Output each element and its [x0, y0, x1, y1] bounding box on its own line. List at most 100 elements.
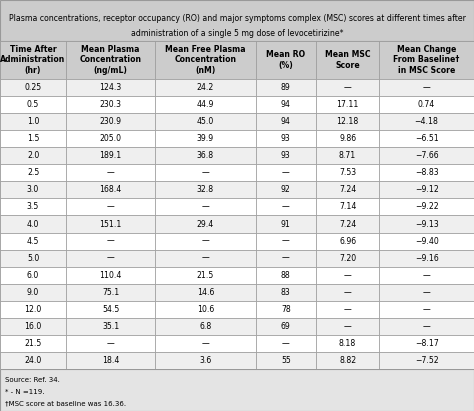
Bar [316, 130, 379, 147]
Bar [0, 79, 66, 96]
Text: 8.82: 8.82 [339, 356, 356, 365]
Text: −9.22: −9.22 [415, 203, 438, 211]
Text: 94: 94 [281, 117, 291, 126]
Bar [0, 130, 66, 147]
Text: 93: 93 [281, 151, 291, 160]
Bar [379, 352, 474, 369]
Bar [66, 215, 155, 233]
Bar [316, 164, 379, 181]
Bar [155, 181, 255, 199]
Bar [66, 301, 155, 318]
Text: —: — [344, 322, 352, 331]
Bar [316, 267, 379, 284]
Bar [255, 352, 316, 369]
Bar [255, 199, 316, 215]
Text: 0.25: 0.25 [25, 83, 42, 92]
Text: −4.18: −4.18 [415, 117, 438, 126]
Bar [66, 41, 155, 79]
Text: 12.0: 12.0 [25, 305, 42, 314]
Text: —: — [107, 339, 115, 348]
Text: −9.40: −9.40 [415, 237, 438, 245]
Bar [0, 113, 66, 130]
Bar [255, 284, 316, 301]
Bar [0, 301, 66, 318]
Text: 35.1: 35.1 [102, 322, 119, 331]
Bar [66, 164, 155, 181]
Text: 29.4: 29.4 [197, 219, 214, 229]
Text: 151.1: 151.1 [100, 219, 122, 229]
Text: 6.8: 6.8 [199, 322, 211, 331]
Bar [155, 96, 255, 113]
Text: 39.9: 39.9 [197, 134, 214, 143]
Text: −6.51: −6.51 [415, 134, 438, 143]
Text: —: — [201, 169, 210, 177]
Bar [66, 233, 155, 249]
Bar [155, 352, 255, 369]
Text: 110.4: 110.4 [100, 271, 122, 279]
Text: 55: 55 [281, 356, 291, 365]
Text: −8.83: −8.83 [415, 169, 438, 177]
Text: 7.14: 7.14 [339, 203, 356, 211]
Text: 75.1: 75.1 [102, 288, 119, 297]
Bar [255, 233, 316, 249]
Bar [66, 267, 155, 284]
Bar [66, 113, 155, 130]
Bar [379, 267, 474, 284]
Text: 3.6: 3.6 [199, 356, 211, 365]
Bar [316, 96, 379, 113]
Bar [0, 164, 66, 181]
Text: —: — [107, 237, 115, 245]
Bar [0, 181, 66, 199]
Bar [66, 352, 155, 369]
Text: 12.18: 12.18 [337, 117, 359, 126]
Text: Mean Plasma
Concentration
(ng/mL): Mean Plasma Concentration (ng/mL) [80, 45, 142, 75]
Text: —: — [201, 237, 210, 245]
Bar [155, 147, 255, 164]
Bar [0, 233, 66, 249]
Bar [66, 130, 155, 147]
Bar [0, 249, 66, 267]
Text: Mean Free Plasma
Concentration
(nM): Mean Free Plasma Concentration (nM) [165, 45, 246, 75]
Text: 18.4: 18.4 [102, 356, 119, 365]
Text: 45.0: 45.0 [197, 117, 214, 126]
Text: 94: 94 [281, 100, 291, 109]
Bar [155, 164, 255, 181]
Text: —: — [344, 305, 352, 314]
Bar [316, 79, 379, 96]
Bar [255, 147, 316, 164]
Text: 6.96: 6.96 [339, 237, 356, 245]
Text: 21.5: 21.5 [25, 339, 42, 348]
Bar [155, 249, 255, 267]
Text: 1.0: 1.0 [27, 117, 39, 126]
Text: 83: 83 [281, 288, 291, 297]
Bar [316, 318, 379, 335]
Bar [66, 199, 155, 215]
Bar [255, 215, 316, 233]
Text: —: — [344, 288, 352, 297]
Bar [316, 301, 379, 318]
Text: —: — [282, 203, 290, 211]
Bar [0, 352, 66, 369]
Bar [316, 215, 379, 233]
Bar [316, 181, 379, 199]
Text: 2.0: 2.0 [27, 151, 39, 160]
Text: Source: Ref. 34.: Source: Ref. 34. [5, 376, 60, 383]
Text: 0.5: 0.5 [27, 100, 39, 109]
Text: —: — [201, 254, 210, 263]
Text: 9.86: 9.86 [339, 134, 356, 143]
Bar [255, 335, 316, 352]
Bar [155, 215, 255, 233]
Bar [155, 199, 255, 215]
Bar [316, 284, 379, 301]
Text: 93: 93 [281, 134, 291, 143]
Bar [155, 233, 255, 249]
Text: 7.20: 7.20 [339, 254, 356, 263]
Text: 36.8: 36.8 [197, 151, 214, 160]
Bar [155, 301, 255, 318]
Bar [155, 284, 255, 301]
Text: 32.8: 32.8 [197, 185, 214, 194]
Bar [66, 96, 155, 113]
Text: 3.0: 3.0 [27, 185, 39, 194]
Text: 92: 92 [281, 185, 291, 194]
Bar [379, 113, 474, 130]
